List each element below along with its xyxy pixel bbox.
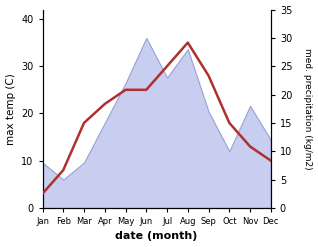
X-axis label: date (month): date (month)	[115, 231, 198, 242]
Y-axis label: med. precipitation (kg/m2): med. precipitation (kg/m2)	[303, 48, 313, 169]
Y-axis label: max temp (C): max temp (C)	[5, 73, 16, 144]
